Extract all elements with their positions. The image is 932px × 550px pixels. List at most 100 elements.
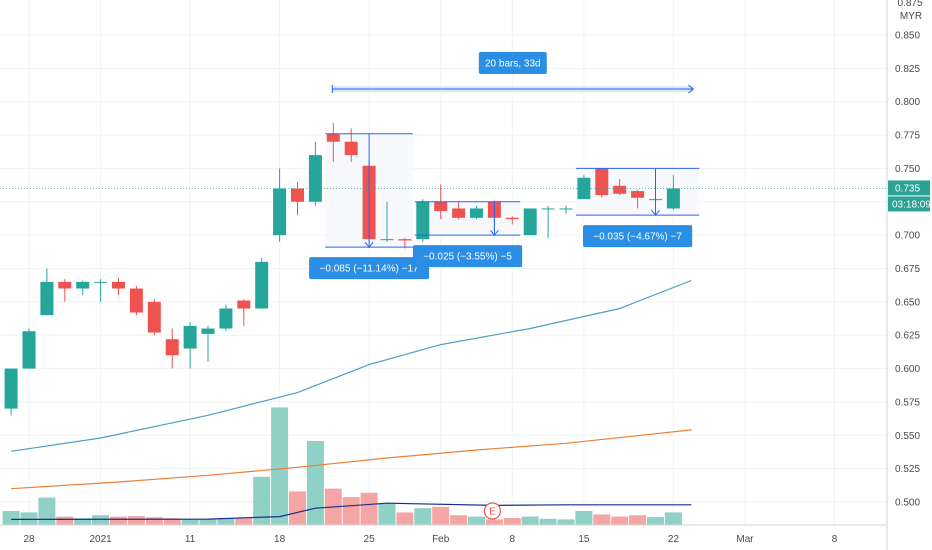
candle-body bbox=[165, 339, 179, 356]
volume-bar bbox=[253, 476, 271, 525]
candle-body bbox=[505, 217, 519, 220]
drawings[interactable]: 20 bars, 33d −0.085 (−11.14%) −17 −0.025 (… bbox=[0, 52, 887, 520]
current-price-tag bbox=[888, 180, 930, 196]
volume-bar bbox=[56, 516, 74, 525]
candle-body bbox=[398, 239, 412, 241]
currency-label: MYR bbox=[900, 11, 922, 22]
currency-box bbox=[888, 2, 930, 24]
measure-label: −0.035 (−4.67%) −7 bbox=[593, 232, 682, 243]
volume-bar bbox=[593, 514, 611, 525]
range-label: 20 bars, 33d bbox=[485, 59, 541, 70]
moving-averages bbox=[11, 279, 692, 520]
candle-body bbox=[380, 239, 394, 241]
volume-bar bbox=[127, 516, 145, 525]
volume-bar bbox=[539, 518, 557, 525]
price-axis[interactable]: 0.500 0.525 0.550 0.575 0.600 0.625 0.650 0.675… bbox=[886, 0, 931, 550]
time-tick-label: 28 bbox=[23, 534, 35, 545]
candle-body bbox=[219, 308, 233, 329]
candle-body bbox=[40, 281, 54, 316]
volume-bar bbox=[38, 497, 56, 525]
measure-label-box bbox=[412, 245, 523, 268]
candle-body bbox=[58, 281, 72, 289]
volume-bar bbox=[74, 518, 92, 525]
measure-area bbox=[414, 201, 521, 236]
price-tick-label: 0.525 bbox=[895, 464, 920, 475]
price-tick-label: 0.850 bbox=[895, 31, 920, 42]
candle-body bbox=[201, 328, 215, 334]
volume-bar bbox=[360, 492, 378, 525]
price-tick-label: 0.600 bbox=[895, 364, 920, 375]
price-tick-label: 0.825 bbox=[895, 64, 920, 75]
candles[interactable] bbox=[4, 123, 680, 416]
earnings-marker bbox=[483, 502, 501, 520]
volume-bar bbox=[20, 512, 38, 525]
price-tick-label: 0.650 bbox=[895, 297, 920, 308]
time-tick-label: Mar bbox=[736, 534, 754, 545]
candle-body bbox=[523, 208, 537, 236]
volume-bar bbox=[110, 516, 127, 525]
price-tick-label: 0.575 bbox=[895, 397, 920, 408]
price-tick-label: 0.500 bbox=[895, 498, 920, 509]
price-tick-label: 0.750 bbox=[895, 164, 920, 175]
top-tick-label: 0.875 bbox=[897, 0, 922, 9]
candle-body bbox=[666, 188, 680, 209]
measure-arrow-head bbox=[651, 209, 660, 216]
volume-bar bbox=[163, 518, 181, 525]
candle-body bbox=[183, 325, 197, 349]
price-tick-label: 0.675 bbox=[895, 264, 920, 275]
candle-body bbox=[416, 201, 430, 240]
time-tick-label: 8 bbox=[510, 534, 516, 545]
candle-body bbox=[434, 201, 448, 212]
time-axis[interactable]: 28 2021 11 18 25 Feb 8 15 22 Mar 8 bbox=[0, 524, 887, 545]
measure-label: −0.085 (−11.14%) −17 bbox=[320, 264, 419, 275]
moving-average-line bbox=[11, 279, 692, 452]
candle-body bbox=[559, 208, 573, 210]
volume-bar bbox=[217, 518, 235, 525]
current-price-label: 0.735 bbox=[895, 183, 920, 194]
price-tick-label: 0.625 bbox=[895, 331, 920, 342]
range-label-box bbox=[478, 52, 547, 74]
moving-average-line-orange bbox=[11, 429, 692, 490]
time-tick-label: Feb bbox=[432, 534, 450, 545]
volume-bar bbox=[647, 517, 664, 525]
time-tick-label: 11 bbox=[185, 534, 196, 545]
candle-body bbox=[4, 368, 18, 409]
volume-bar bbox=[575, 511, 593, 525]
volume-bar bbox=[378, 504, 396, 525]
volume-bar bbox=[92, 515, 110, 525]
measure-arrow-head bbox=[490, 229, 499, 236]
candle-body bbox=[308, 155, 322, 202]
volume-bar bbox=[306, 441, 324, 525]
range-arrow bbox=[687, 84, 695, 94]
time-tick-label: 22 bbox=[668, 534, 680, 545]
price-tick-label: 0.775 bbox=[895, 131, 920, 142]
volume-bar bbox=[199, 519, 217, 525]
candle-body bbox=[470, 208, 483, 218]
time-tick-label: 8 bbox=[832, 534, 838, 545]
candle-body bbox=[595, 168, 609, 196]
candle-body bbox=[326, 133, 340, 142]
volume-bar bbox=[396, 512, 414, 525]
grid bbox=[0, 0, 887, 525]
volume-bar bbox=[271, 407, 289, 525]
time-tick-label: 2021 bbox=[89, 534, 112, 545]
candle-body bbox=[237, 300, 251, 309]
volume-bar bbox=[342, 497, 360, 525]
volume-bar bbox=[2, 511, 20, 525]
candle-body bbox=[94, 281, 108, 283]
time-tick-label: 15 bbox=[578, 534, 590, 545]
volume-bar bbox=[414, 508, 432, 525]
candle-body bbox=[344, 141, 358, 156]
candle-body bbox=[291, 188, 304, 202]
price-tick-label: 0.700 bbox=[895, 231, 920, 242]
price-tick-label: 0.550 bbox=[895, 431, 920, 442]
candle-body bbox=[22, 331, 36, 369]
measure-arrow-head bbox=[364, 241, 374, 248]
price-tick-label: 0.800 bbox=[895, 97, 920, 108]
measure-label: −0.025 (−3.55%) −5 bbox=[423, 252, 512, 263]
volume-bar bbox=[450, 515, 468, 525]
volume-bar bbox=[235, 517, 253, 525]
volume-bar bbox=[485, 519, 503, 525]
